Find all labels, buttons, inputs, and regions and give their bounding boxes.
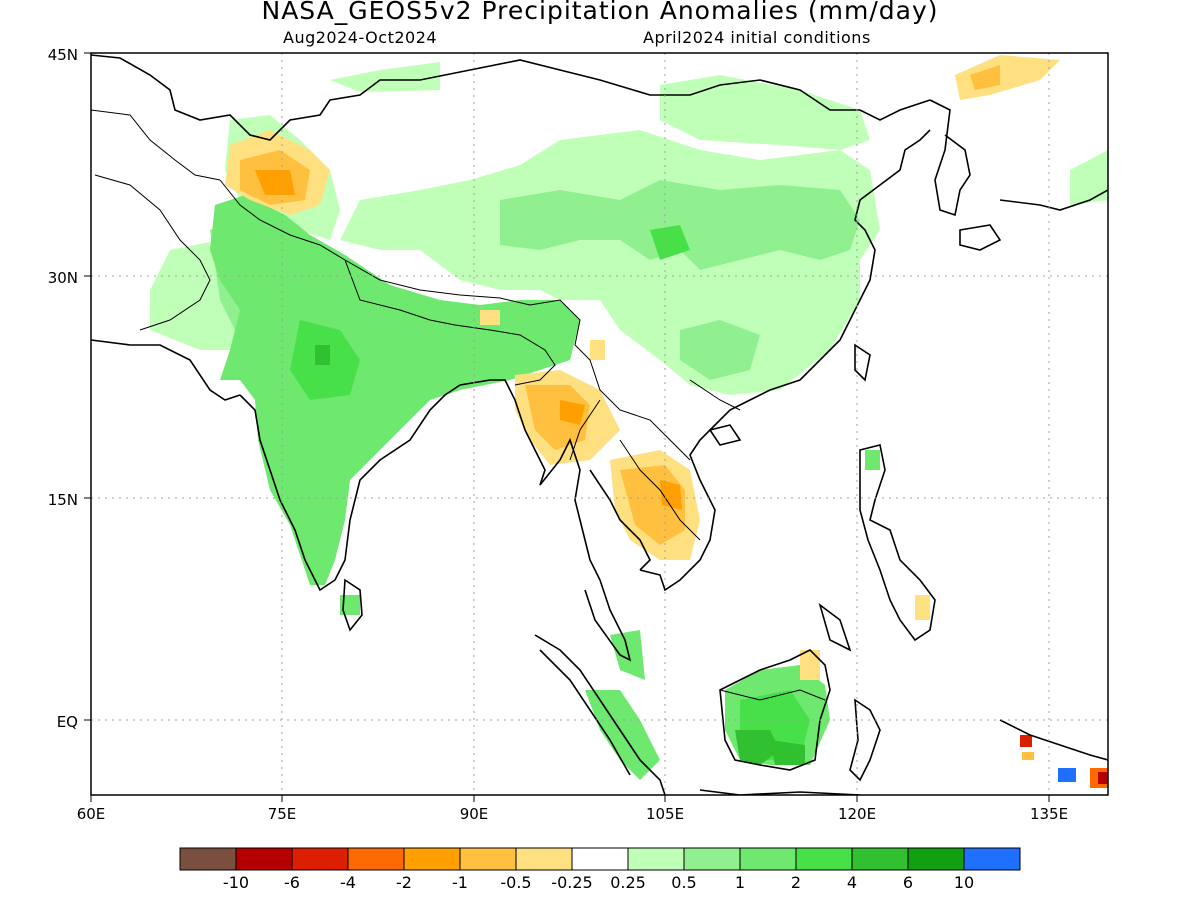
x-tick-label: 60E [77, 805, 106, 823]
anomaly-dark-green [315, 345, 805, 765]
legend-label: -2 [396, 873, 412, 892]
x-tick-label: 105E [646, 805, 684, 823]
legend-label: 0.5 [671, 873, 696, 892]
legend-label: -1 [452, 873, 468, 892]
map-title: NASA_GEOS5v2 Precipitation Anomalies (mm… [261, 0, 939, 25]
x-tick-label: 90E [460, 805, 489, 823]
legend-label: 6 [903, 873, 913, 892]
country-borders [91, 109, 826, 701]
legend-label: -4 [340, 873, 356, 892]
init-conditions-label: April2024 initial conditions [643, 28, 871, 47]
legend-label: -0.5 [500, 873, 531, 892]
anomaly-field [150, 55, 1108, 788]
legend-label: -0.25 [551, 873, 592, 892]
legend-swatch [739, 847, 797, 871]
legend-swatch [963, 847, 1021, 871]
legend-swatch [627, 847, 685, 871]
legend-swatch [179, 847, 237, 871]
legend-swatch [347, 847, 405, 871]
anomaly-extreme-cells [1020, 735, 1108, 788]
legend-label: 1 [735, 873, 745, 892]
legend-label: 0.25 [610, 873, 646, 892]
legend-swatch [571, 847, 629, 871]
x-tick-label: 135E [1030, 805, 1068, 823]
legend-swatch [515, 847, 573, 871]
legend-label: 2 [791, 873, 801, 892]
y-tick-label: 15N [48, 491, 78, 509]
legend-swatch [291, 847, 349, 871]
legend-swatch [683, 847, 741, 871]
legend-swatch [235, 847, 293, 871]
y-tick-label: EQ [57, 713, 78, 731]
x-tick-label: 120E [838, 805, 876, 823]
legend-swatch [403, 847, 461, 871]
legend-swatch [907, 847, 965, 871]
graticule [91, 53, 1108, 795]
period-label: Aug2024-Oct2024 [283, 28, 438, 47]
map-border [90, 52, 1109, 796]
axis-ticks [84, 52, 1050, 802]
coastlines [91, 54, 1108, 795]
legend-swatch [795, 847, 853, 871]
legend-label: -10 [223, 873, 249, 892]
legend-label: 4 [847, 873, 857, 892]
y-tick-label: 45N [48, 46, 78, 64]
y-tick-label: 30N [48, 269, 78, 287]
legend-label: -6 [284, 873, 300, 892]
legend-swatch [851, 847, 909, 871]
legend-swatch [459, 847, 517, 871]
x-tick-label: 75E [268, 805, 297, 823]
legend-label: 10 [954, 873, 974, 892]
